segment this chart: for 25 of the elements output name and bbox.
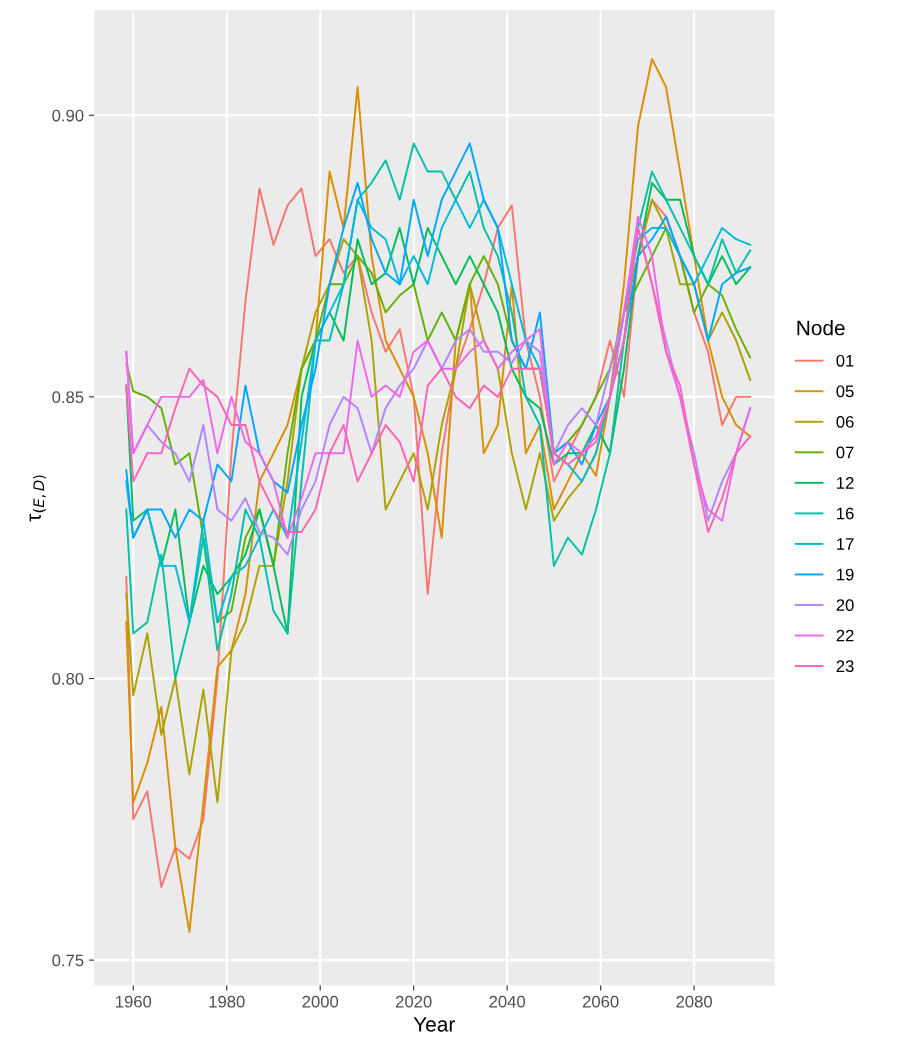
legend-label: 06: [836, 415, 854, 428]
y-axis-title: τ$_{(E,D)}$: [29, 475, 46, 522]
x-tick-label: 2020: [395, 995, 432, 1008]
legend-label: 01: [836, 354, 854, 367]
x-tick-label: 1980: [209, 995, 245, 1008]
legend-label: 17: [837, 538, 854, 550]
x-tick-label: 2080: [676, 995, 712, 1008]
legend-label: 22: [836, 629, 854, 642]
x-axis-title: Year: [413, 1017, 455, 1032]
y-tick-label: 0.90: [52, 109, 84, 122]
y-tick-label: 0.85: [52, 391, 84, 404]
legend-label: 07: [836, 446, 854, 459]
y-tick-label: 0.80: [52, 672, 84, 685]
x-tick-label: 2000: [302, 995, 339, 1008]
x-tick-label: 1960: [116, 995, 152, 1008]
legend-label: 12: [837, 477, 854, 489]
legend-label: 20: [836, 599, 854, 611]
y-tick-label: 0.75: [52, 954, 84, 967]
legend-label: 05: [836, 385, 854, 398]
x-tick-label: 2040: [489, 995, 526, 1008]
legend-label: 19: [837, 568, 854, 581]
legend-title: Node: [797, 320, 845, 336]
x-tick-label: 2060: [582, 995, 619, 1008]
legend-label: 23: [836, 660, 854, 673]
legend-label: 16: [837, 507, 854, 520]
